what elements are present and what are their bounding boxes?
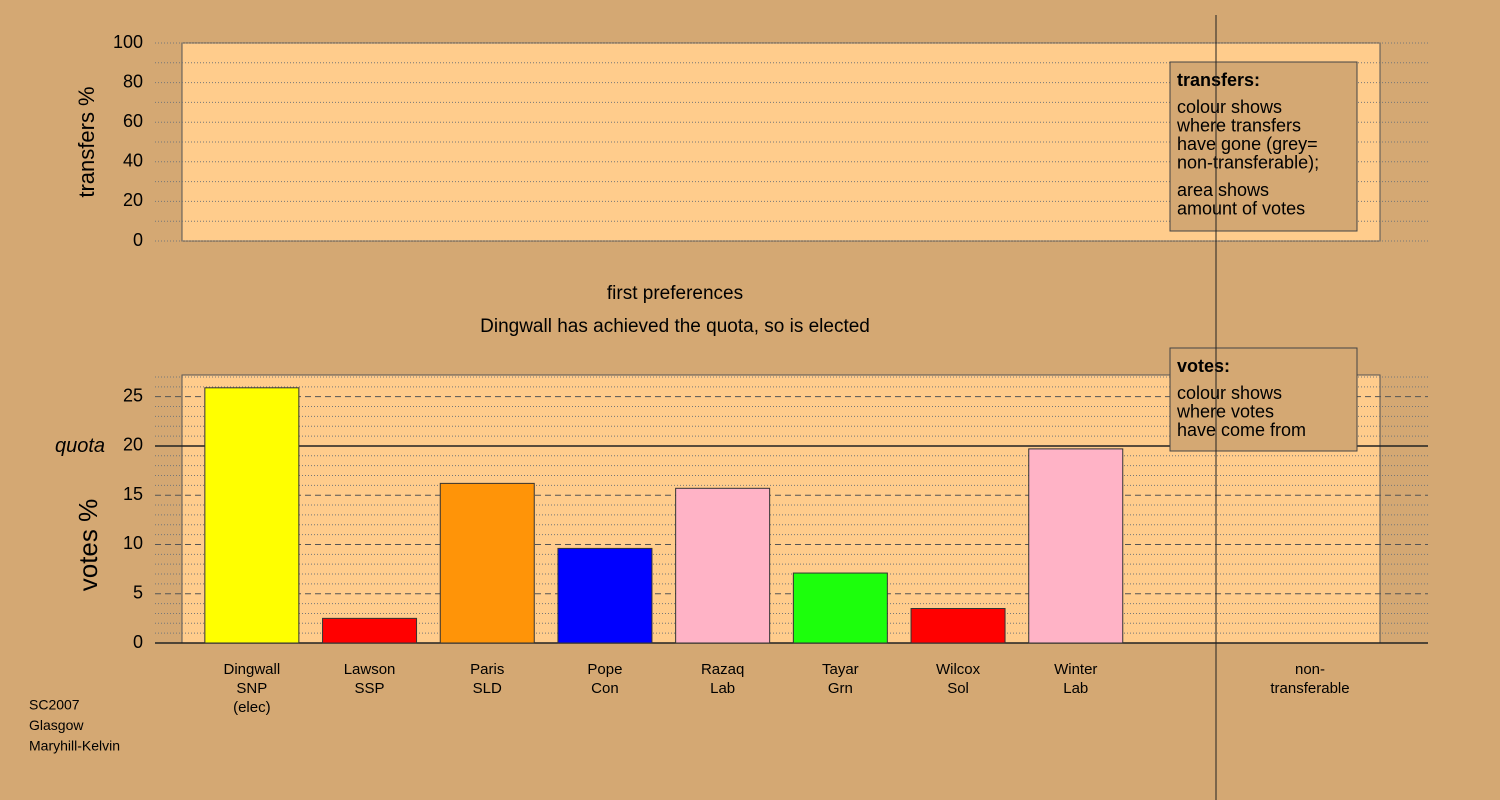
quota-label: quota [55,435,105,457]
legend-text: have gone (grey= [1177,134,1318,154]
legend-box [1169,61,1358,232]
legend-title: transfers: [1177,70,1260,90]
y-tick-label: 20 [123,190,143,210]
bar [439,482,535,644]
chart-title: first preferences [607,283,743,304]
bar [557,547,653,644]
x-tick-label: Lab [710,680,735,697]
y-tick-label: 10 [123,533,143,553]
y-tick-label: 100 [113,32,143,52]
legend-text: amount of votes [1177,198,1305,218]
x-tick-label: Dingwall [223,661,280,678]
x-tick-label: SLD [473,680,502,697]
bar [675,487,771,644]
legend-text: colour shows [1177,97,1282,117]
x-tick-label: Grn [828,680,853,697]
legend-text: colour shows [1177,383,1282,403]
y-tick-label: 15 [123,484,143,504]
y-tick-label: 0 [133,632,143,652]
chart-subtitle: Dingwall has achieved the quota, so is e… [480,316,870,337]
bar [910,608,1006,644]
x-tick-label: Sol [947,680,969,697]
bar [792,572,888,644]
footer-text: Glasgow [29,717,84,733]
x-tick-label: SSP [355,680,385,697]
x-tick-label: Con [591,680,619,697]
x-tick-label: Razaq [701,661,744,678]
x-tick-label: transferable [1270,680,1349,697]
x-tick-label: Lab [1063,680,1088,697]
legend-title: votes: [1177,356,1230,376]
footer-text: Maryhill-Kelvin [29,738,120,754]
x-tick-label: Tayar [822,661,859,678]
y-axis-label: transfers % [74,86,99,197]
x-tick-label: Wilcox [936,661,981,678]
x-tick-label: Pope [587,661,622,678]
y-axis-label: votes % [73,499,103,592]
y-tick-label: 60 [123,111,143,131]
x-tick-label: Winter [1054,661,1097,678]
legend-text: non-transferable); [1177,152,1319,172]
x-tick-label: non- [1295,661,1325,678]
footer-text: SC2007 [29,697,80,713]
y-tick-label: 5 [133,582,143,602]
bar [204,387,300,644]
y-tick-label: 25 [123,385,143,405]
legend-text: where transfers [1176,115,1301,135]
legend-text: where votes [1176,401,1274,421]
y-tick-label: 40 [123,151,143,171]
y-tick-label: 0 [133,230,143,250]
x-tick-label: Paris [470,661,504,678]
x-tick-label: (elec) [233,699,271,716]
legend-text: have come from [1177,420,1306,440]
bar [322,617,418,644]
x-tick-label: Lawson [344,661,396,678]
legend-text: area shows [1177,180,1269,200]
x-tick-label: SNP [236,680,267,697]
y-tick-label: 20 [123,435,143,455]
bar [1028,448,1124,644]
legend-box [1169,347,1358,452]
y-tick-label: 80 [123,71,143,91]
